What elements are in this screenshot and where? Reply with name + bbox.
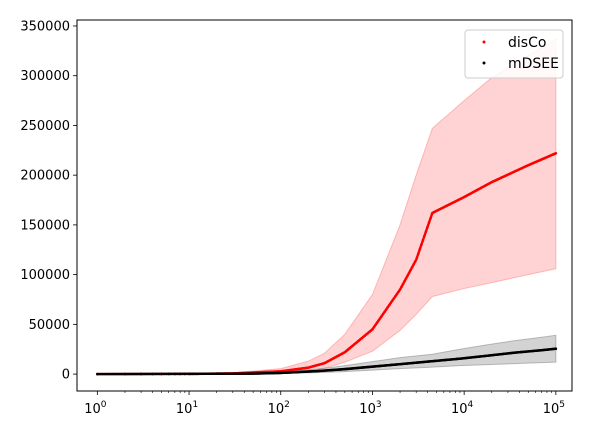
point-disco [403,279,406,283]
point-disco [427,221,431,224]
x-tick-base: 10 [268,402,285,417]
point-disco [418,247,422,251]
x-tick-label: 100 [84,400,107,417]
point-disco [391,299,394,303]
x-tick-exponent: 2 [284,400,290,410]
point-disco [424,230,428,233]
point-disco [383,310,386,314]
x-tick-exponent: 5 [559,400,565,410]
point-mdsee [123,372,127,376]
point-disco [387,303,391,307]
x-tick-label: 104 [451,400,474,417]
y-tick-label: 150000 [20,218,70,233]
point-disco [400,285,403,289]
point-mdsee [96,372,99,376]
point-disco [421,239,425,242]
point-mdsee [183,372,187,376]
point-mdsee [554,347,558,351]
point-disco [423,234,426,238]
point-disco [415,256,419,260]
point-mdsee [178,372,182,376]
y-tick-label: 50000 [29,318,70,333]
point-disco [377,319,380,322]
point-disco [409,268,412,272]
point-disco [378,317,382,320]
y-tick-label: 250000 [20,119,70,134]
x-tick-label: 102 [268,400,290,417]
x-tick-exponent: 3 [376,400,382,410]
point-disco [371,328,374,331]
y-tick-label: 0 [62,368,70,383]
y-tick-label: 300000 [20,69,70,84]
point-disco [429,216,432,220]
series-points [96,151,558,376]
x-tick-label: 101 [176,400,198,417]
legend-label-disco: disCo [508,35,546,51]
y-axis-ticks: 0 50000 100000 150000 200000 250000 300000 3500… [20,19,77,383]
x-tick-exponent: 1 [192,400,198,410]
x-tick-base: 10 [84,402,101,417]
x-tick-base: 10 [451,402,468,417]
point-disco [398,288,402,291]
point-disco [420,243,423,247]
point-disco [426,225,429,229]
point-mdsee [151,372,154,376]
point-disco [392,297,396,300]
point-disco [407,271,411,275]
x-tick-exponent: 4 [468,400,474,410]
point-disco [406,274,409,277]
point-disco [412,263,416,266]
point-disco [404,277,408,280]
x-tick-base: 10 [359,402,376,417]
legend-marker-disco [482,40,486,44]
legend-marker-mdsee [482,61,486,65]
point-disco [413,260,417,263]
x-tick-label: 103 [359,400,381,417]
x-axis-ticks: 100 101 102 103 104 105 [84,391,565,417]
y-tick-label: 350000 [20,19,70,34]
point-disco [372,325,376,329]
y-tick-label: 100000 [20,268,70,283]
point-mdsee [173,372,177,376]
legend: disCo mDSEE [464,29,564,79]
point-disco [389,301,393,305]
point-disco [386,306,390,309]
point-disco [380,314,383,318]
point-disco [395,292,399,296]
point-mdsee [160,372,163,376]
point-disco [394,294,397,298]
x-tick-base: 10 [176,402,193,417]
x-tick-label: 105 [543,400,565,417]
point-mdsee [139,372,143,376]
point-disco [384,308,388,311]
point-disco [374,323,377,327]
point-disco [554,151,558,155]
x-tick-base: 10 [543,402,560,417]
point-disco [410,265,414,269]
legend-box [464,29,564,79]
legend-label-mdsee: mDSEE [508,56,559,72]
x-tick-exponent: 0 [101,400,107,410]
point-disco [417,252,420,255]
point-mdsee [167,372,170,376]
point-disco [381,312,385,316]
point-disco [397,290,400,294]
y-tick-label: 200000 [20,169,70,184]
point-disco [401,282,405,286]
point-disco [375,321,379,325]
